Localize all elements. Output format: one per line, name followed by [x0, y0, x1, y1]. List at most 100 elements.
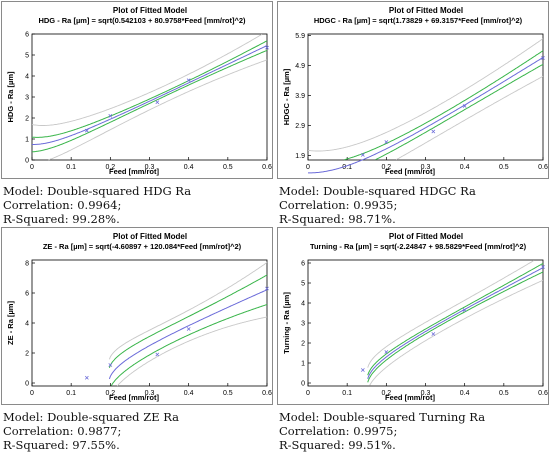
confidence-limit-upper — [344, 50, 544, 161]
y-tick-label: 3 — [301, 321, 305, 328]
confidence-limit-lower — [31, 49, 268, 153]
data-point-stroke — [84, 128, 89, 133]
prediction-limit-lower — [48, 59, 268, 161]
plot-area — [307, 259, 544, 387]
x-tick-label: 0.2 — [381, 390, 391, 397]
caption-r-squared: R-Squared: 99.51%. — [279, 438, 396, 452]
fitted-model-chart-ze: Plot of Fitted Model ZE - Ra [µm] = sqrt… — [6, 232, 272, 402]
chart-title: Plot of Fitted Model — [113, 232, 187, 241]
x-axis-label: Feed [mm/rot] — [109, 167, 160, 176]
fitted-line — [367, 267, 544, 379]
x-tick-label: 0.5 — [499, 390, 509, 397]
x-tick-label: 0.3 — [421, 390, 431, 397]
x-tick-label: 0 — [30, 164, 34, 171]
confidence-limit-upper — [367, 263, 544, 376]
caption-r-squared: R-Squared: 97.55%. — [3, 438, 120, 452]
y-tick-label: 0 — [25, 158, 29, 165]
data-point — [84, 128, 89, 133]
y-axis-label: HDGC - Ra [µm] — [282, 68, 291, 125]
caption-correlation: Correlation: 0.9964; — [3, 198, 122, 212]
data-point-stroke — [360, 153, 365, 157]
y-tick-label: 2 — [301, 341, 305, 348]
chart-subtitle: Turning - Ra [µm] = sqrt(-2.24847 + 98.5… — [310, 242, 527, 251]
data-point — [186, 327, 191, 331]
prediction-limit-lower — [395, 75, 544, 161]
prediction-limit-upper — [108, 262, 268, 360]
y-axis-label: Turning - Ra [µm] — [282, 292, 291, 354]
x-tick-label: 0.4 — [184, 390, 194, 397]
y-tick-label: 3.9 — [295, 93, 305, 100]
data-point — [431, 332, 436, 336]
data-point-stroke — [431, 332, 436, 336]
x-tick-label: 0.6 — [538, 164, 548, 171]
data-point — [384, 140, 389, 144]
caption-correlation: Correlation: 0.9935; — [279, 198, 398, 212]
data-point-stroke — [186, 78, 191, 83]
y-tick-label: 5 — [301, 281, 305, 288]
data-point-stroke — [108, 363, 113, 367]
data-point — [108, 114, 113, 118]
caption-correlation: Correlation: 0.9975; — [279, 424, 398, 438]
x-axis-label: Feed [mm/rot] — [385, 167, 436, 176]
data-point — [84, 375, 89, 380]
x-tick-label: 0.5 — [499, 164, 509, 171]
x-tick-label: 0.2 — [105, 164, 115, 171]
data-point-stroke — [384, 140, 389, 144]
x-tick-label: 0.3 — [145, 390, 155, 397]
data-point-stroke — [431, 129, 436, 134]
data-point — [186, 78, 191, 83]
data-point — [462, 104, 467, 108]
chart-subtitle: ZE - Ra [µm] = sqrt(-4.60897 + 120.084*F… — [43, 242, 242, 251]
data-point-stroke — [84, 375, 89, 380]
x-tick-label: 0.5 — [223, 164, 233, 171]
x-tick-label: 0.3 — [145, 164, 155, 171]
confidence-limit-lower — [367, 271, 544, 383]
data-point — [265, 286, 269, 291]
y-tick-label: 8 — [25, 261, 29, 268]
y-axis-label: ZE - Ra [µm] — [6, 301, 15, 345]
x-tick-label: 0.6 — [262, 164, 272, 171]
caption-model: Model: Double-squared ZE Ra — [3, 410, 180, 424]
plot-frame: Plot of Fitted Model HDGC - Ra [µm] = sq… — [277, 1, 549, 179]
y-tick-label: 1.9 — [295, 153, 305, 160]
x-tick-label: 0 — [306, 390, 310, 397]
y-tick-label: 0 — [301, 381, 305, 388]
data-point — [384, 350, 389, 354]
chart-title: Plot of Fitted Model — [389, 232, 463, 241]
y-tick-label: 4 — [25, 321, 29, 328]
caption-model: Model: Double-squared HDG Ra — [3, 184, 192, 198]
prediction-limit-lower — [369, 279, 544, 386]
x-tick-label: 0.4 — [460, 164, 470, 171]
data-point-stroke — [265, 286, 269, 291]
data-point — [431, 129, 436, 134]
confidence-limit-lower — [375, 63, 544, 161]
confidence-limit-upper — [108, 274, 268, 368]
y-axis-label: HDG - Ra [µm] — [6, 71, 15, 122]
y-tick-label: 4 — [301, 301, 305, 308]
confidence-limit-upper — [31, 40, 268, 138]
x-tick-label: 0.1 — [342, 390, 352, 397]
y-tick-label: 2 — [25, 116, 29, 123]
x-tick-label: 0 — [30, 390, 34, 397]
data-point-stroke — [541, 265, 545, 269]
x-tick-label: 0.1 — [66, 390, 76, 397]
y-tick-label: 2.9 — [295, 123, 305, 130]
data-point — [360, 153, 365, 157]
y-tick-label: 6 — [301, 261, 305, 268]
x-tick-label: 0.6 — [538, 390, 548, 397]
y-tick-label: 5 — [25, 53, 29, 60]
x-axis-label: Feed [mm/rot] — [385, 393, 436, 402]
y-tick-label: 1 — [25, 137, 29, 144]
x-tick-label: 0.6 — [262, 390, 272, 397]
data-point-stroke — [541, 56, 545, 60]
fitted-model-chart-hdg: Plot of Fitted Model HDG - Ra [µm] = sqr… — [6, 6, 272, 176]
y-tick-label: 3 — [25, 95, 29, 102]
y-tick-label: 5.9 — [295, 33, 305, 40]
chart-subtitle: HDGC - Ra [µm] = sqrt(1.73829 + 69.3157*… — [314, 16, 523, 25]
x-tick-label: 0.4 — [460, 390, 470, 397]
data-point — [155, 100, 160, 105]
caption-model: Model: Double-squared Turning Ra — [279, 410, 486, 424]
fitted-line — [108, 289, 268, 380]
y-tick-label: 6 — [25, 32, 29, 39]
data-point-stroke — [186, 327, 191, 331]
